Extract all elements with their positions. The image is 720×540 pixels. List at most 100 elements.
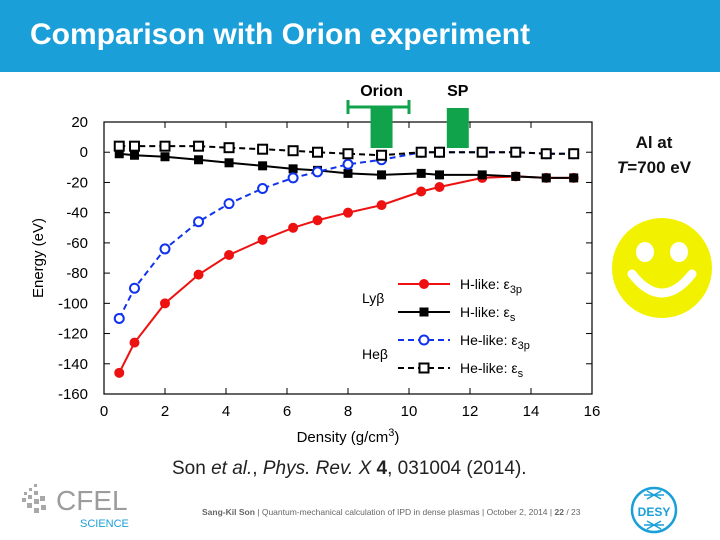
data-point-1-0: [114, 149, 124, 159]
series-line-0: [118, 175, 574, 374]
orion-arrow-icon: [361, 108, 402, 148]
x-tick-label: 12: [462, 403, 479, 420]
citation-author: Son: [172, 458, 212, 479]
data-point-1-14: [541, 173, 551, 183]
y-tick-label: -140: [58, 356, 88, 373]
footer-date: October 2, 2014: [486, 507, 548, 517]
y-tick-label: 0: [80, 144, 88, 161]
data-point-0-8: [343, 207, 353, 218]
data-point-legend-1: [419, 307, 429, 317]
y-tick-label: -160: [58, 386, 88, 403]
data-point-3-3: [193, 140, 205, 152]
legend-group-label-0: Lyβ: [362, 290, 384, 306]
data-point-3-15: [568, 148, 580, 160]
data-point-0-2: [160, 298, 170, 309]
x-tick-label: 2: [161, 403, 169, 420]
footer-page: 22: [554, 507, 564, 517]
y-tick-label: -100: [58, 295, 88, 312]
legend-label-1: H-like: εs: [460, 304, 516, 324]
footer-sep-2: |: [479, 507, 487, 517]
y-tick-label: 20: [71, 114, 88, 131]
data-point-3-12: [476, 146, 488, 158]
data-point-0-0: [114, 367, 125, 378]
x-tick-label: 16: [584, 403, 601, 420]
data-point-3-5: [257, 143, 269, 155]
data-point-1-2: [160, 152, 170, 162]
data-point-0-5: [257, 234, 268, 245]
data-point-3-2: [159, 140, 171, 152]
series-line-3: [119, 145, 574, 157]
citation-journal: Phys. Rev. X: [262, 458, 372, 479]
desy-logo-text: DESY: [638, 505, 671, 519]
annotation-temperature-var: T: [616, 158, 628, 177]
footer-total: / 23: [566, 507, 581, 517]
citation-volume: 4: [371, 458, 388, 479]
series-line-2: [118, 151, 574, 319]
data-point-1-13: [511, 171, 521, 181]
sp-arrow-icon: [437, 108, 478, 148]
y-tick-label: -40: [66, 205, 88, 222]
slide-title: Comparison with Orion experiment: [30, 18, 531, 51]
citation-sep: ,: [252, 458, 263, 479]
desy-logo-icon: DESY: [630, 486, 678, 534]
data-point-0-4: [224, 249, 235, 260]
annotation-temperature-value: =700 eV: [627, 158, 692, 177]
data-point-3-9: [376, 149, 388, 161]
y-tick-label: -80: [66, 265, 88, 282]
annotation-al: Al at: [635, 133, 673, 152]
citation-rest: , 031004 (2014).: [387, 458, 527, 479]
data-point-3-11: [434, 146, 445, 158]
cfel-logo-text: CFEL: [56, 485, 128, 516]
data-point-legend-0: [419, 279, 429, 289]
y-axis-label: Energy (eV): [30, 218, 47, 298]
footer-talk: Quantum-mechanical calculation of IPD in…: [261, 507, 480, 517]
data-point-0-10: [416, 186, 427, 197]
data-point-1-8: [343, 168, 353, 178]
cfel-logo-icon: CFEL SCIENCE: [22, 484, 129, 530]
x-tick-label: 6: [283, 403, 291, 420]
data-point-2-3: [193, 216, 205, 228]
data-point-1-10: [416, 168, 426, 178]
data-point-0-3: [193, 269, 204, 280]
orion-label: Orion: [360, 83, 403, 100]
legend-label-0: H-like: ε3p: [460, 276, 522, 296]
data-point-1-4: [224, 158, 234, 168]
footer-sep-1: |: [254, 507, 262, 517]
data-point-2-8: [342, 158, 354, 170]
data-point-3-4: [223, 142, 235, 154]
data-point-2-0: [113, 312, 125, 324]
data-point-legend-2: [418, 334, 430, 346]
data-point-1-9: [377, 170, 387, 180]
data-point-2-6: [287, 172, 299, 184]
data-point-3-14: [540, 148, 552, 160]
data-point-3-0: [113, 140, 125, 152]
data-point-0-9: [376, 200, 387, 211]
data-point-0-6: [288, 222, 299, 233]
x-tick-label: 10: [401, 403, 418, 420]
data-point-3-1: [129, 140, 140, 152]
data-point-1-12: [477, 170, 487, 180]
legend-label-3: He-like: εs: [460, 360, 524, 380]
data-point-1-3: [194, 155, 204, 165]
data-point-1-6: [288, 164, 298, 174]
cfel-logo-subtext: SCIENCE: [80, 518, 129, 530]
annotation-temperature: T=700 eV: [604, 158, 704, 178]
data-point-2-5: [257, 182, 269, 194]
y-tick-label: -120: [58, 326, 88, 343]
data-point-3-13: [510, 146, 522, 158]
data-point-1-5: [258, 161, 268, 171]
data-point-2-4: [223, 198, 235, 210]
x-tick-label: 8: [344, 403, 352, 420]
data-point-1-1: [130, 150, 139, 160]
legend-label-2: He-like: ε3p: [460, 332, 530, 352]
x-tick-label: 4: [222, 403, 230, 420]
data-point-3-7: [312, 146, 323, 158]
sp-label: SP: [447, 83, 469, 100]
legend-group-label-1: Heβ: [362, 346, 388, 362]
y-tick-label: -20: [66, 174, 88, 191]
title-bar: Comparison with Orion experiment: [0, 0, 720, 72]
y-tick-label: -60: [66, 235, 88, 252]
data-point-legend-3: [418, 362, 430, 374]
citation-etal: et al.: [211, 458, 253, 479]
chart: 0 2 4 6 8 10 12 14 16 20 0 -20 -40 -60 -80 -100 -120 -140…: [30, 83, 601, 446]
